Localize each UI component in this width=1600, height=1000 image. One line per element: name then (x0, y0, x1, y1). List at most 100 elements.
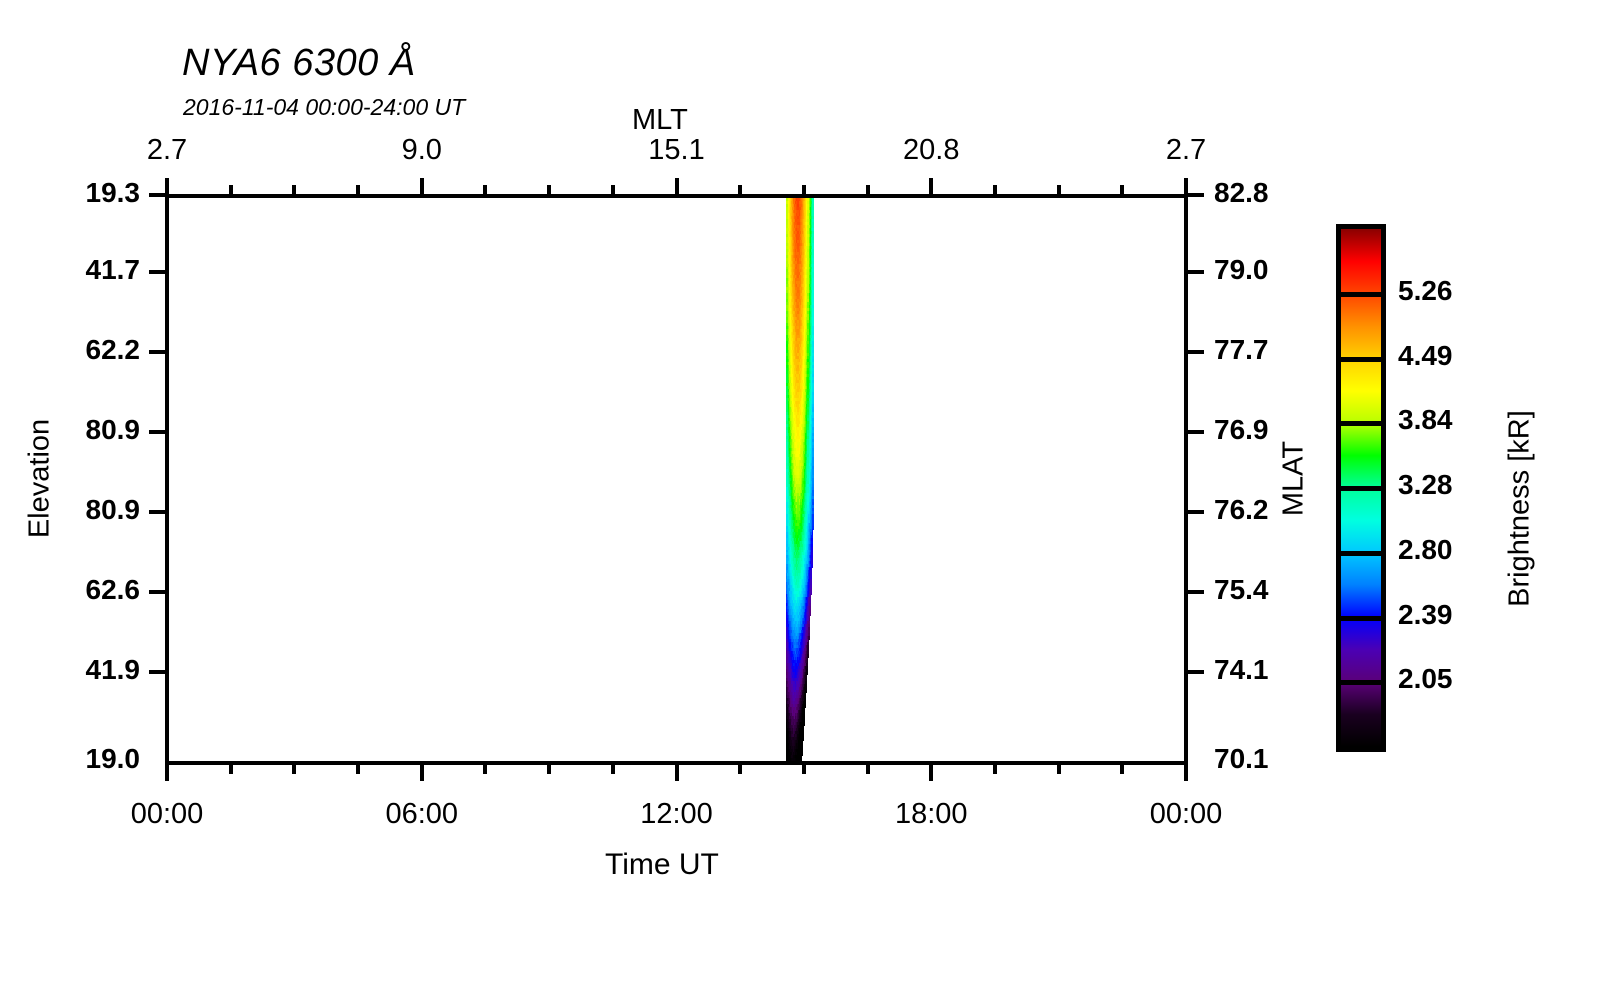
keogram-pixel (789, 293, 792, 298)
keogram-pixel (806, 242, 809, 247)
keogram-pixel (800, 266, 803, 271)
keogram-pixel (801, 209, 804, 214)
keogram-pixel (806, 302, 809, 307)
tick-major (929, 765, 934, 781)
keogram-pixel (790, 251, 793, 256)
keogram-pixel (791, 266, 794, 271)
keogram-pixel (800, 251, 803, 256)
keogram-pixel (789, 254, 792, 259)
keogram-pixel (787, 198, 790, 202)
keogram-pixel (796, 218, 799, 223)
keogram-pixel (796, 269, 799, 274)
tick-label: 15.1 (648, 134, 705, 166)
keogram-pixel (803, 278, 805, 283)
tick-major (1188, 590, 1204, 594)
keogram-pixel (787, 263, 790, 268)
keogram-pixel (800, 305, 803, 310)
keogram-pixel (798, 242, 801, 247)
keogram-pixel (786, 287, 789, 292)
keogram-pixel (800, 242, 803, 247)
keogram-pixel (788, 287, 791, 292)
page-title: NYA6 6300 Å (182, 42, 416, 84)
keogram-pixel (801, 198, 804, 202)
tick-label: 9.0 (401, 134, 442, 166)
keogram-pixel (804, 227, 807, 232)
keogram-pixel (798, 299, 801, 304)
keogram-pixel (808, 233, 811, 238)
tick-major (674, 765, 679, 781)
tick-label: 82.8 (1214, 177, 1269, 208)
keogram-pixel (808, 254, 811, 259)
keogram-pixel (801, 305, 804, 310)
keogram-pixel (789, 257, 792, 262)
keogram-pixel (806, 245, 809, 250)
keogram-pixel (786, 266, 789, 271)
keogram-pixel (806, 233, 809, 238)
keogram-pixel (787, 269, 790, 274)
keogram-pixel (811, 314, 814, 319)
keogram-pixel (787, 260, 790, 265)
keogram-pixel (797, 203, 800, 208)
keogram-pixel (788, 311, 791, 316)
keogram-pixel (789, 287, 792, 292)
keogram-pixel (798, 293, 801, 298)
keogram-pixel (800, 290, 803, 295)
keogram-pixel (797, 251, 800, 256)
keogram-pixel (803, 260, 805, 265)
tick-major (419, 765, 424, 781)
keogram-pixel (787, 242, 790, 247)
keogram-pixel (795, 248, 798, 253)
keogram-pixel (804, 203, 807, 208)
colorbar-tick-label: 3.28 (1398, 469, 1453, 500)
keogram-pixel (803, 266, 805, 271)
colorbar-separator (1341, 356, 1381, 362)
keogram-pixel (808, 284, 811, 289)
keogram-pixel (811, 266, 814, 271)
keogram-pixel (803, 272, 805, 277)
keogram-pixel (810, 290, 813, 295)
keogram-pixel (791, 242, 794, 247)
keogram-pixel (807, 299, 810, 304)
keogram-pixel (791, 284, 794, 289)
keogram-pixel (808, 212, 811, 217)
keogram-pixel (794, 254, 797, 259)
keogram-pixel (809, 308, 812, 313)
keogram-pixel (806, 254, 809, 259)
tick-label: 00:00 (130, 798, 204, 830)
tick-major (1188, 270, 1204, 274)
keogram-pixel (805, 278, 808, 283)
keogram-pixel (793, 209, 796, 214)
keogram-pixel (798, 221, 801, 226)
keogram-pixel (788, 245, 791, 250)
keogram-pixel (809, 248, 812, 253)
keogram-pixel (810, 299, 813, 304)
keogram-pixel (807, 245, 810, 250)
keogram-pixel (793, 284, 796, 289)
keogram-pixel (788, 308, 791, 313)
keogram-pixel (800, 260, 803, 265)
keogram-pixel (795, 296, 798, 301)
keogram-pixel (804, 278, 807, 283)
keogram-pixel (805, 266, 808, 271)
keogram-pixel (799, 224, 802, 229)
keogram-pixel (789, 227, 792, 232)
keogram-pixel (804, 233, 807, 238)
keogram-pixel (799, 260, 802, 265)
keogram-pixel (790, 209, 793, 214)
keogram-pixel (804, 290, 807, 295)
keogram-pixel (806, 263, 809, 268)
keogram-pixel (805, 200, 808, 205)
keogram-pixel (796, 236, 799, 241)
tick-minor (992, 185, 997, 194)
keogram-pixel (787, 233, 790, 238)
tick-label: 41.7 (85, 254, 141, 285)
keogram-pixel (800, 293, 803, 298)
keogram-pixel (806, 227, 809, 232)
keogram-pixel (796, 224, 799, 229)
keogram-pixel (809, 296, 812, 301)
keogram-pixel (790, 293, 793, 298)
keogram-pixel (798, 200, 801, 205)
keogram-pixel (795, 257, 798, 262)
keogram-pixel (789, 218, 792, 223)
keogram-pixel (796, 314, 799, 319)
